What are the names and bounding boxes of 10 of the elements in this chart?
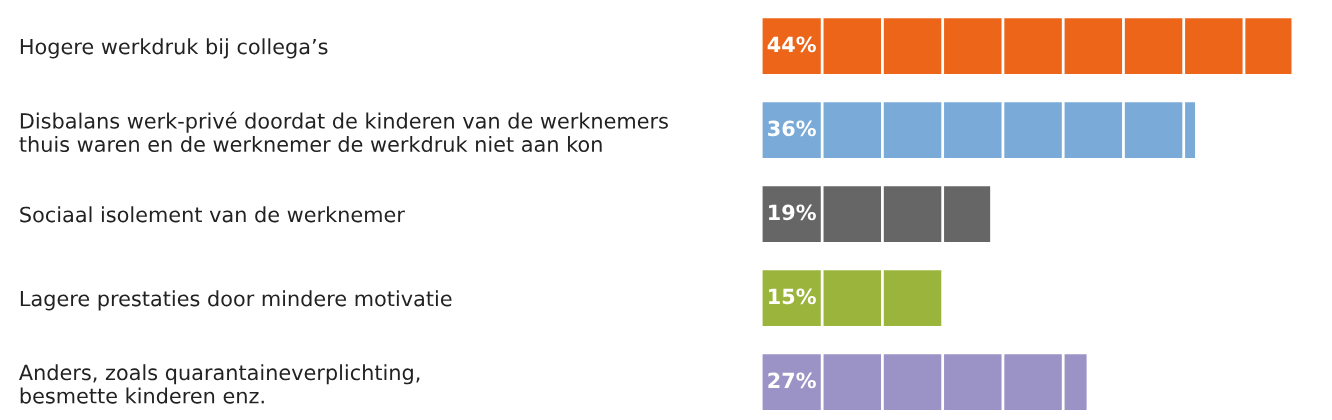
data-label: 44% [767,36,816,53]
data-label: 19% [769,204,816,221]
data-label: 36% [768,120,816,137]
y-tick-label: Lagere prestaties door mindere motivatie [20,290,452,311]
data-label: 15% [769,288,816,305]
data-label: 27% [768,372,816,389]
y-tick-label: Anders, zoals quarantaineverplichting, besmette kinderen enz. [19,364,420,404]
y-tick-label: Hogere werkdruk bij collega’s [20,38,328,59]
y-tick-label: Disbalans werk-privé doordat de kinderen van de werknemers thuis waren en de werknemer de werkdruk niet aan kon [19,111,668,153]
y-tick-label: Sociaal isolement van de werknemer [20,206,405,223]
